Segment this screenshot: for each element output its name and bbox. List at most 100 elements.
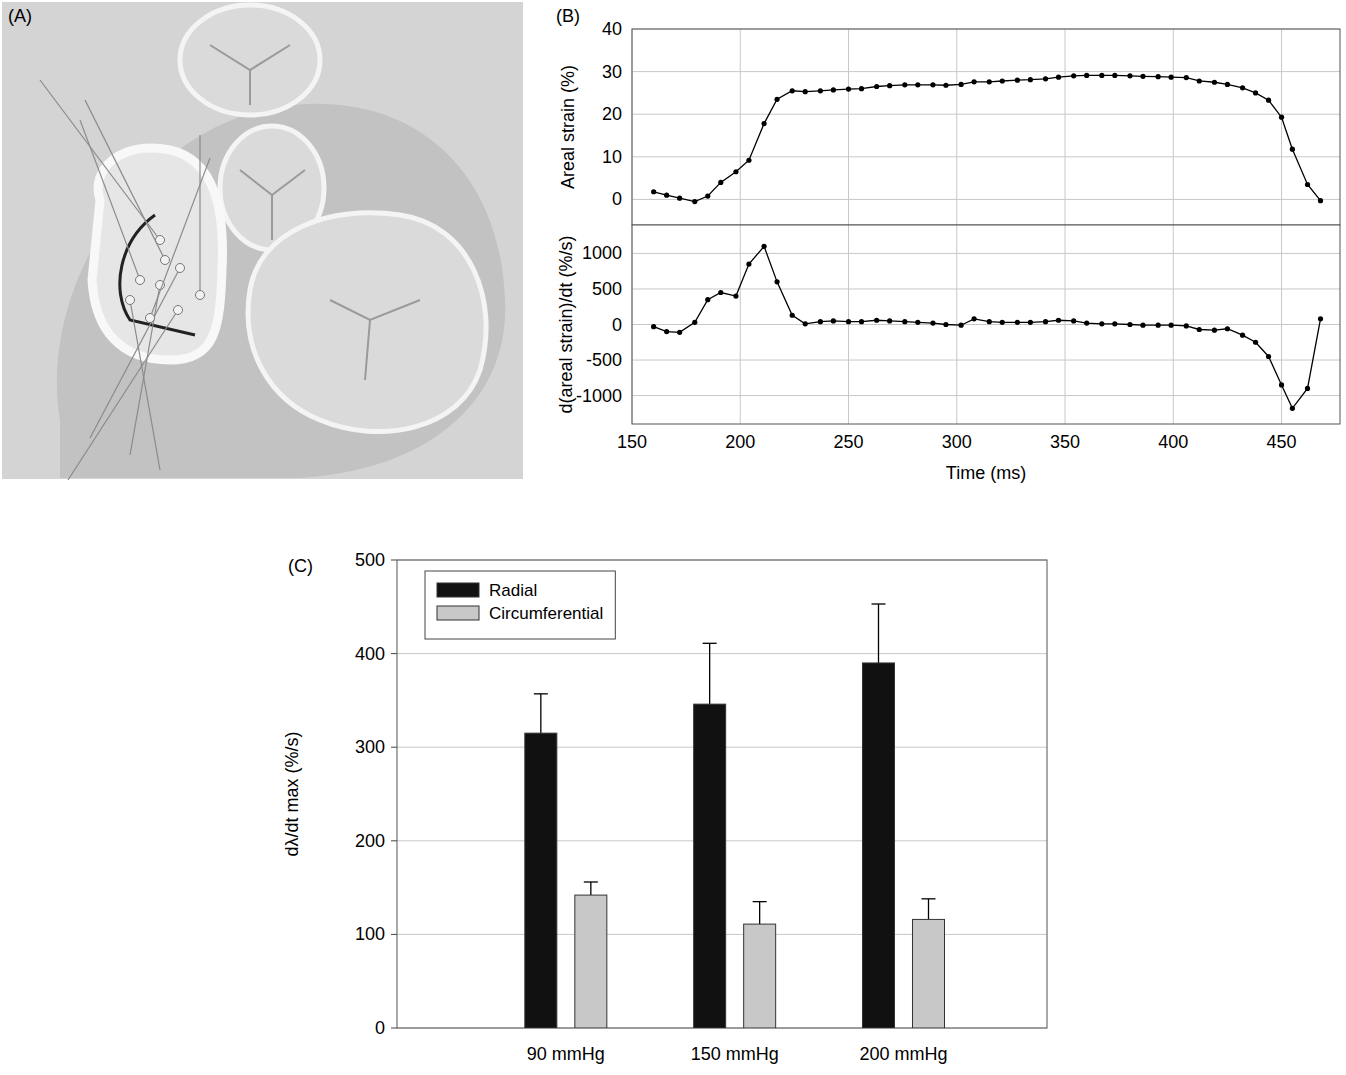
data-point — [1127, 322, 1132, 327]
error-cap — [584, 881, 598, 882]
data-point — [733, 293, 738, 298]
marker-wire — [130, 285, 160, 455]
data-group — [651, 244, 1323, 411]
coaptation-line — [120, 215, 195, 335]
bar — [862, 663, 894, 1028]
data-point — [1000, 78, 1005, 83]
y-axis-title: dλ/dt max (%/s) — [282, 731, 302, 856]
data-point — [859, 86, 864, 91]
y-tick-label: 30 — [602, 62, 622, 82]
data-point — [1099, 73, 1104, 78]
data-point — [1197, 78, 1202, 83]
marker-wire — [40, 80, 160, 240]
y-tick-label: 20 — [602, 104, 622, 124]
marker-wire — [85, 100, 165, 260]
error-bar — [921, 899, 935, 920]
data-point — [887, 83, 892, 88]
data-point — [774, 279, 779, 284]
sonomicrometer-crystal — [146, 314, 155, 323]
data-point — [1318, 316, 1323, 321]
data-point — [818, 88, 823, 93]
data-point — [1184, 75, 1189, 80]
y-tick-label: 200 — [355, 831, 385, 851]
data-point — [874, 318, 879, 323]
data-point — [1225, 326, 1230, 331]
legend-swatch — [437, 606, 479, 620]
y-tick-label: -500 — [586, 350, 622, 370]
data-point — [987, 79, 992, 84]
grid-line — [632, 253, 1340, 254]
figure: (A)010203040Areal strain (%)(B)150200250… — [0, 0, 1346, 1075]
data-point — [1305, 182, 1310, 187]
data-point — [774, 97, 779, 102]
plot-area — [397, 560, 1047, 1028]
data-point — [664, 193, 669, 198]
legend-swatch — [437, 583, 479, 597]
grid-line — [397, 653, 1047, 654]
data-point — [818, 319, 823, 324]
x-tick-label: 400 — [1158, 432, 1188, 452]
data-point — [930, 320, 935, 325]
data-point — [746, 261, 751, 266]
data-point — [902, 82, 907, 87]
error-stem — [759, 902, 760, 924]
error-cap — [921, 898, 935, 899]
data-point — [930, 82, 935, 87]
data-point — [1140, 323, 1145, 328]
y-tick-label: 0 — [612, 189, 622, 209]
data-point — [943, 83, 948, 88]
data-point — [1127, 73, 1132, 78]
data-line — [654, 75, 1321, 201]
data-point — [746, 158, 751, 163]
y-tick-label: 300 — [355, 737, 385, 757]
data-point — [761, 121, 766, 126]
y-tick-label: 500 — [592, 279, 622, 299]
data-point — [1212, 80, 1217, 85]
data-point — [1056, 75, 1061, 80]
data-point — [1212, 328, 1217, 333]
data-point — [718, 180, 723, 185]
data-point — [1290, 406, 1295, 411]
x-tick-label: 150 — [617, 432, 647, 452]
error-cap — [871, 603, 885, 604]
data-point — [915, 320, 920, 325]
sonomicrometer-crystal — [126, 296, 135, 305]
panel-label: (C) — [288, 556, 313, 576]
tick-mark — [391, 840, 397, 841]
y-tick-label: 0 — [612, 315, 622, 335]
data-point — [1099, 321, 1104, 326]
data-point — [1184, 323, 1189, 328]
error-cap — [534, 693, 548, 694]
data-point — [846, 86, 851, 91]
sonomicrometer-crystal — [161, 256, 170, 265]
data-line — [654, 246, 1321, 408]
grid-line — [632, 395, 1340, 396]
sonomicrometer-crystal — [196, 291, 205, 300]
data-point — [1015, 78, 1020, 83]
error-bar — [534, 694, 548, 733]
data-point — [761, 244, 766, 249]
data-point — [1015, 320, 1020, 325]
data-point — [1028, 77, 1033, 82]
bar — [744, 924, 776, 1028]
x-tick-label: 90 mmHg — [527, 1044, 605, 1064]
data-point — [943, 322, 948, 327]
data-point — [1240, 85, 1245, 90]
data-point — [1279, 115, 1284, 120]
y-tick-label: -1000 — [576, 386, 622, 406]
grid-line — [632, 360, 1340, 361]
data-point — [1071, 318, 1076, 323]
data-point — [915, 82, 920, 87]
data-point — [733, 169, 738, 174]
sonomicrometer-crystal — [136, 276, 145, 285]
data-point — [1043, 76, 1048, 81]
valve-leaflet — [330, 300, 420, 380]
data-point — [1169, 75, 1174, 80]
grid-line — [632, 114, 1340, 115]
tick-mark — [391, 653, 397, 654]
data-point — [1156, 323, 1161, 328]
marker-wire — [68, 310, 178, 480]
plot-frame — [397, 560, 1047, 1028]
plot-frame — [632, 225, 1340, 424]
data-point — [677, 330, 682, 335]
